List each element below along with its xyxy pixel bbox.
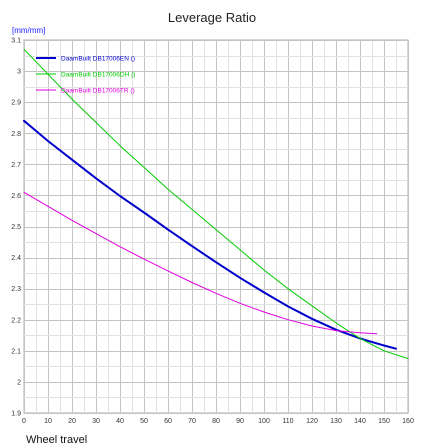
x-tick-label: 160 (402, 418, 414, 425)
legend-entry-label: DaamBuilt DB17006DH () (61, 72, 135, 79)
legend: DaamBuilt DB17006EN () DaamBuilt DB17006D… (36, 56, 135, 95)
y-tick-label: 2 (17, 379, 21, 386)
legend-entry-label: DaamBuilt DB17006TR () (61, 88, 135, 95)
x-tick-label: 0 (22, 418, 26, 425)
tick-labels: 0 10 20 30 40 50 60 70 80 90 100 110 120 130 140 150 160… (11, 38, 414, 426)
legend-entry-label: DaamBuilt DB17006EN () (61, 56, 135, 63)
x-tick-label: 120 (306, 418, 318, 425)
x-tick-label: 70 (188, 418, 196, 425)
x-tick-label: 100 (258, 418, 270, 425)
y-tick-label: 2.2 (11, 317, 21, 324)
x-tick-label: 40 (116, 418, 124, 425)
y-tick-label: 2.4 (11, 255, 21, 262)
x-tick-label: 110 (282, 418, 293, 425)
y-tick-label: 2.3 (11, 286, 21, 293)
y-tick-label: 2.9 (11, 100, 21, 107)
y-tick-label: 2.6 (11, 193, 21, 200)
x-tick-label: 140 (354, 418, 366, 425)
x-axis-label: Wheel travel (26, 434, 87, 446)
series-line-1 (23, 119, 397, 350)
y-tick-label: 2.5 (11, 224, 21, 231)
x-tick-label: 20 (68, 418, 76, 425)
y-tick-label: 2.8 (11, 131, 21, 138)
y-tick-label: 1.9 (11, 411, 21, 418)
series-lines (23, 48, 409, 360)
series-line-2 (23, 48, 409, 360)
grid-lines (23, 39, 409, 414)
x-tick-label: 10 (44, 418, 52, 425)
y-tick-label: 3 (17, 69, 21, 76)
y-tick-label: 3.1 (11, 38, 21, 45)
x-tick-label: 150 (378, 418, 390, 425)
x-tick-label: 130 (330, 418, 342, 425)
x-tick-label: 30 (92, 418, 100, 425)
x-tick-label: 80 (212, 418, 220, 425)
y-tick-label: 2.7 (11, 162, 21, 169)
x-tick-label: 50 (140, 418, 148, 425)
y-axis-unit-label: [mm/mm] (12, 26, 45, 35)
x-tick-label: 60 (164, 418, 172, 425)
chart-title: Leverage Ratio (168, 10, 256, 25)
y-tick-label: 2.1 (11, 348, 21, 355)
x-tick-label: 90 (236, 418, 244, 425)
series-line-3 (23, 191, 378, 335)
